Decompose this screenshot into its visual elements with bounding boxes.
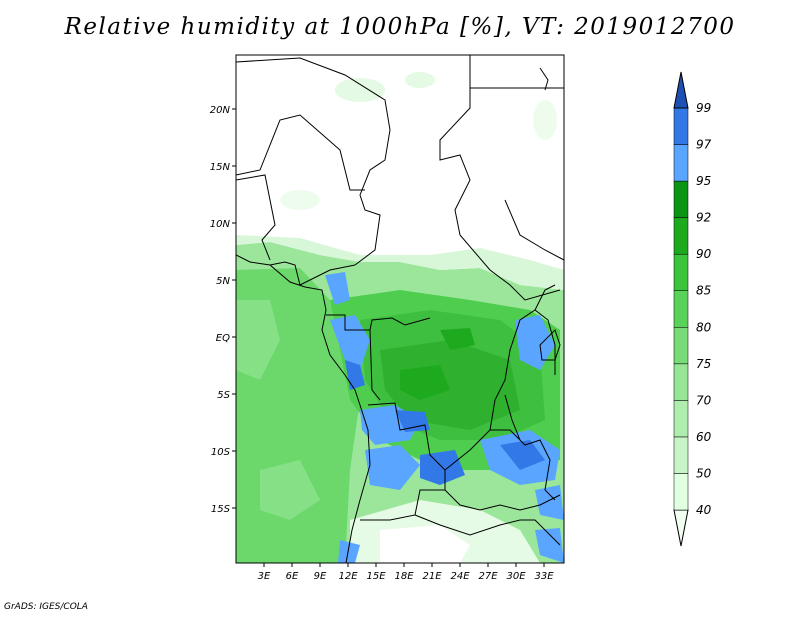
grads-credit: GrADS: IGES/COLA	[4, 602, 88, 612]
lon-tick-label: 18E	[394, 571, 414, 582]
lat-tick-label: 10N	[210, 219, 231, 230]
colorbar-segment	[673, 180, 689, 218]
colorbar-level-label: 75	[696, 357, 711, 371]
colorbar-segment	[673, 436, 689, 474]
colorbar-level-label: 92	[696, 211, 711, 225]
lat-tick-label: 5S	[217, 390, 230, 401]
colorbar-upper-extension	[673, 71, 689, 109]
humidity-field	[236, 55, 564, 563]
colorbar-level-label: 95	[696, 174, 711, 188]
lon-tick-label: 30E	[506, 571, 526, 582]
lon-tick-label: 24E	[450, 571, 470, 582]
lon-tick-label: 9E	[314, 571, 327, 582]
lat-tick-label: 20N	[210, 105, 231, 116]
colorbar: 40 50 60 70 75 80 85 90 92 95 97 99	[673, 71, 712, 547]
colorbar-segment	[673, 327, 689, 365]
colorbar-segment	[673, 363, 689, 401]
lon-tick-label: 27E	[478, 571, 498, 582]
lat-tick-label: 5N	[216, 276, 230, 287]
lon-tick-label: 15E	[366, 571, 386, 582]
colorbar-level-label: 97	[696, 138, 712, 152]
colorbar-segment	[673, 107, 689, 145]
chart-title: Relative humidity at 1000hPa [%], VT: 20…	[64, 14, 736, 40]
lon-tick-label: 21E	[422, 571, 442, 582]
colorbar-segment	[673, 253, 689, 291]
colorbar-segment	[673, 290, 689, 328]
lon-axis: 3E 6E 9E 12E 15E 18E 21E 24E 27E 30E 33E	[258, 563, 554, 582]
colorbar-level-label: 99	[696, 101, 711, 115]
colorbar-level-label: 50	[696, 466, 712, 480]
colorbar-segment	[673, 217, 689, 255]
lon-tick-label: 12E	[338, 571, 358, 582]
lat-tick-label: 15S	[211, 504, 231, 515]
colorbar-segment	[673, 400, 689, 438]
colorbar-lower-extension	[673, 509, 689, 547]
plot-frame	[235, 54, 565, 564]
colorbar-level-label: 90	[696, 247, 712, 261]
colorbar-level-label: 85	[696, 284, 711, 298]
colorbar-level-label: 60	[696, 430, 712, 444]
colorbar-level-label: 40	[696, 503, 712, 517]
lat-tick-label: 10S	[211, 447, 231, 458]
lon-tick-label: 3E	[258, 571, 271, 582]
lon-tick-label: 33E	[534, 571, 554, 582]
lat-tick-label: EQ	[216, 333, 230, 344]
lat-tick-label: 15N	[210, 162, 231, 173]
lat-axis: 20N 15N 10N 5N EQ 5S 10S 15S	[210, 105, 236, 515]
country-borders	[236, 55, 564, 563]
colorbar-segment	[673, 473, 689, 511]
lon-tick-label: 6E	[286, 571, 299, 582]
colorbar-level-label: 80	[696, 320, 712, 334]
colorbar-level-label: 70	[696, 393, 712, 407]
colorbar-segment	[673, 144, 689, 182]
